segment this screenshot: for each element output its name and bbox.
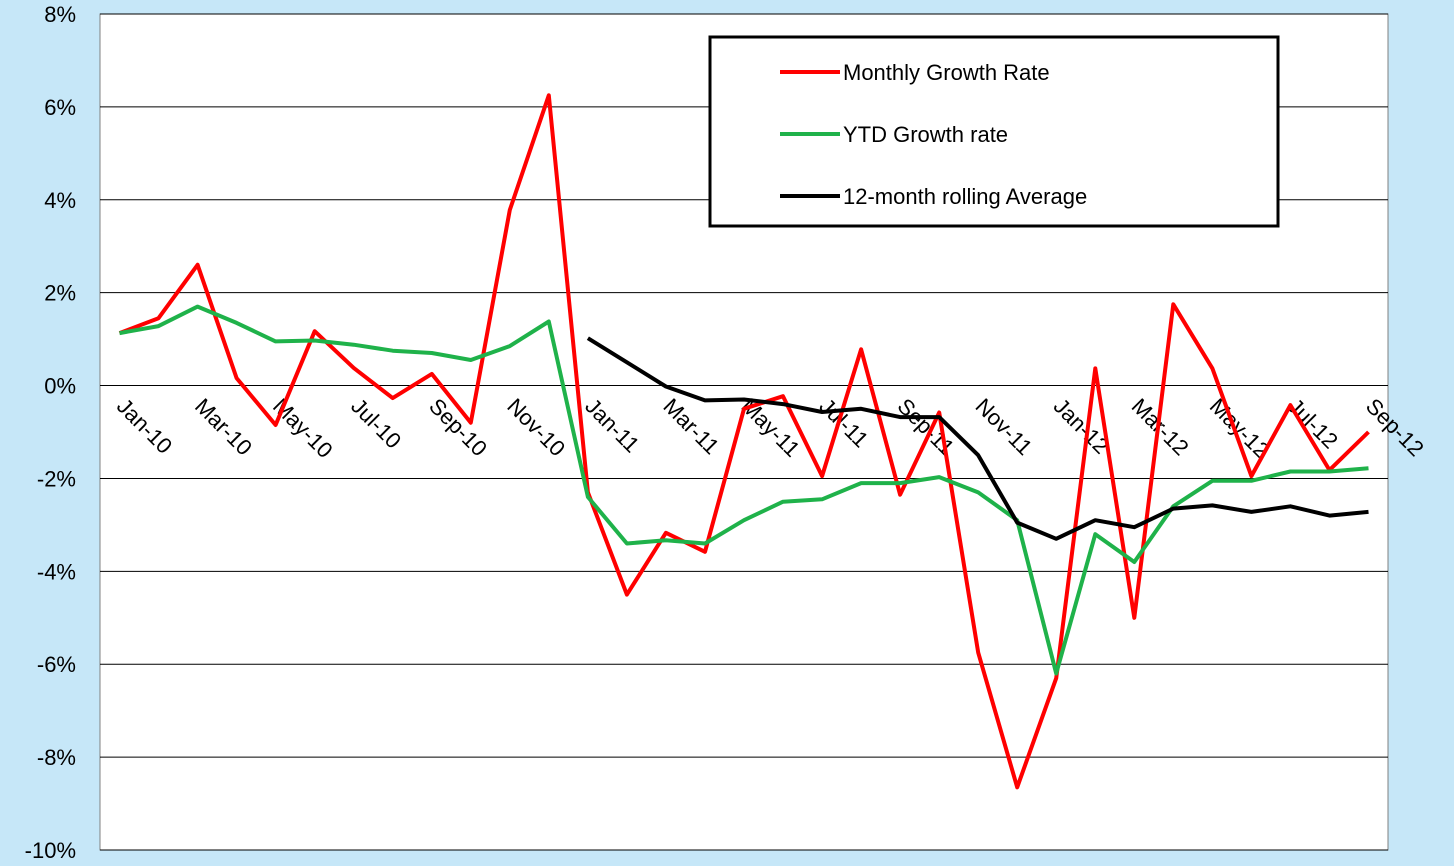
y-tick-label: 2% <box>44 281 76 306</box>
y-tick-label: 6% <box>44 95 76 120</box>
y-tick-label: 0% <box>44 374 76 399</box>
series-line <box>119 304 1369 676</box>
legend-label: Monthly Growth Rate <box>843 60 1050 85</box>
y-tick-label: 8% <box>44 2 76 27</box>
legend-label: 12-month rolling Average <box>843 184 1087 209</box>
y-tick-label: -10% <box>25 838 76 863</box>
legend-label: YTD Growth rate <box>843 122 1008 147</box>
series-line <box>586 336 1369 541</box>
y-tick-label: 4% <box>44 188 76 213</box>
y-tick-label: -8% <box>37 745 76 770</box>
y-tick-label: -6% <box>37 652 76 677</box>
legend: Monthly Growth Rate YTD Growth rate 12-mon… <box>708 35 1280 228</box>
y-tick-label: -2% <box>37 466 76 491</box>
y-tick-label: -4% <box>37 559 76 584</box>
